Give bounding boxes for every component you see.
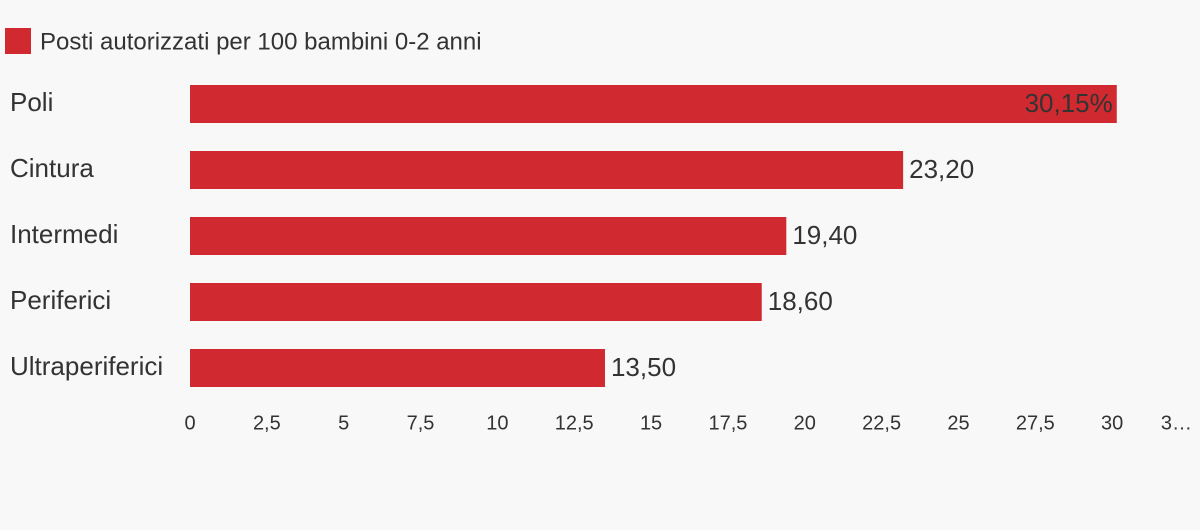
x-tick-label: 7,5: [407, 412, 435, 434]
x-tick-label: 15: [640, 412, 662, 434]
y-tick-label: Poli: [10, 87, 53, 117]
bar: [190, 349, 605, 387]
x-tick-label: 2,5: [253, 412, 281, 434]
x-tick-label: 17,5: [708, 412, 747, 434]
y-tick-label: Periferici: [10, 285, 111, 315]
data-label: 13,50: [611, 352, 676, 382]
y-tick-label: Cintura: [10, 153, 94, 183]
x-tick-label: 20: [794, 412, 816, 434]
bar: [190, 217, 787, 255]
data-label: 30,15%: [1025, 88, 1113, 118]
y-tick-label: Ultraperiferici: [10, 351, 163, 381]
bar: [190, 85, 1117, 123]
data-label: 18,60: [768, 286, 833, 316]
legend-label: Posti autorizzati per 100 bambini 0-2 an…: [40, 28, 482, 55]
y-tick-label: Intermedi: [10, 219, 118, 249]
x-tick-label: 3…: [1161, 412, 1192, 434]
bar: [190, 283, 762, 321]
legend-swatch: [5, 28, 31, 54]
data-label: 19,40: [792, 220, 857, 250]
data-label: 23,20: [909, 154, 974, 184]
x-tick-label: 27,5: [1016, 412, 1055, 434]
x-tick-label: 0: [184, 412, 195, 434]
x-tick-label: 10: [486, 412, 508, 434]
x-tick-label: 5: [338, 412, 349, 434]
x-tick-label: 22,5: [862, 412, 901, 434]
x-tick-label: 30: [1101, 412, 1123, 434]
x-tick-label: 12,5: [555, 412, 594, 434]
bar: [190, 151, 904, 189]
x-tick-label: 25: [947, 412, 969, 434]
